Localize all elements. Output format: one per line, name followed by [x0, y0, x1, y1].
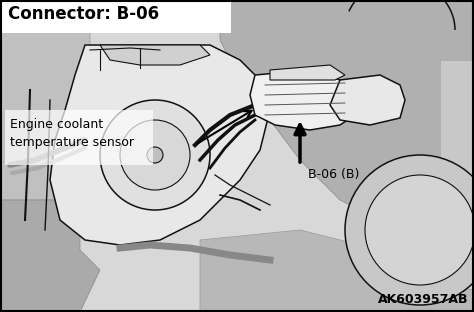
Bar	[440, 60, 474, 260]
Circle shape	[100, 100, 210, 210]
Polygon shape	[250, 70, 355, 130]
Bar	[1, 1, 231, 33]
Polygon shape	[330, 75, 405, 125]
Polygon shape	[220, 0, 474, 220]
Text: Connector: B-06: Connector: B-06	[8, 5, 159, 23]
Bar	[5, 110, 153, 165]
Polygon shape	[200, 230, 474, 312]
Polygon shape	[0, 200, 100, 312]
Polygon shape	[100, 45, 210, 65]
Circle shape	[147, 147, 163, 163]
Polygon shape	[0, 0, 120, 200]
Text: B-06 (B): B-06 (B)	[308, 168, 359, 181]
Circle shape	[365, 175, 474, 285]
Text: Engine coolant
temperature sensor: Engine coolant temperature sensor	[10, 118, 134, 149]
Circle shape	[120, 120, 190, 190]
Circle shape	[345, 155, 474, 305]
Polygon shape	[270, 65, 345, 80]
Text: AK603957AB: AK603957AB	[377, 293, 468, 306]
Polygon shape	[50, 45, 270, 245]
